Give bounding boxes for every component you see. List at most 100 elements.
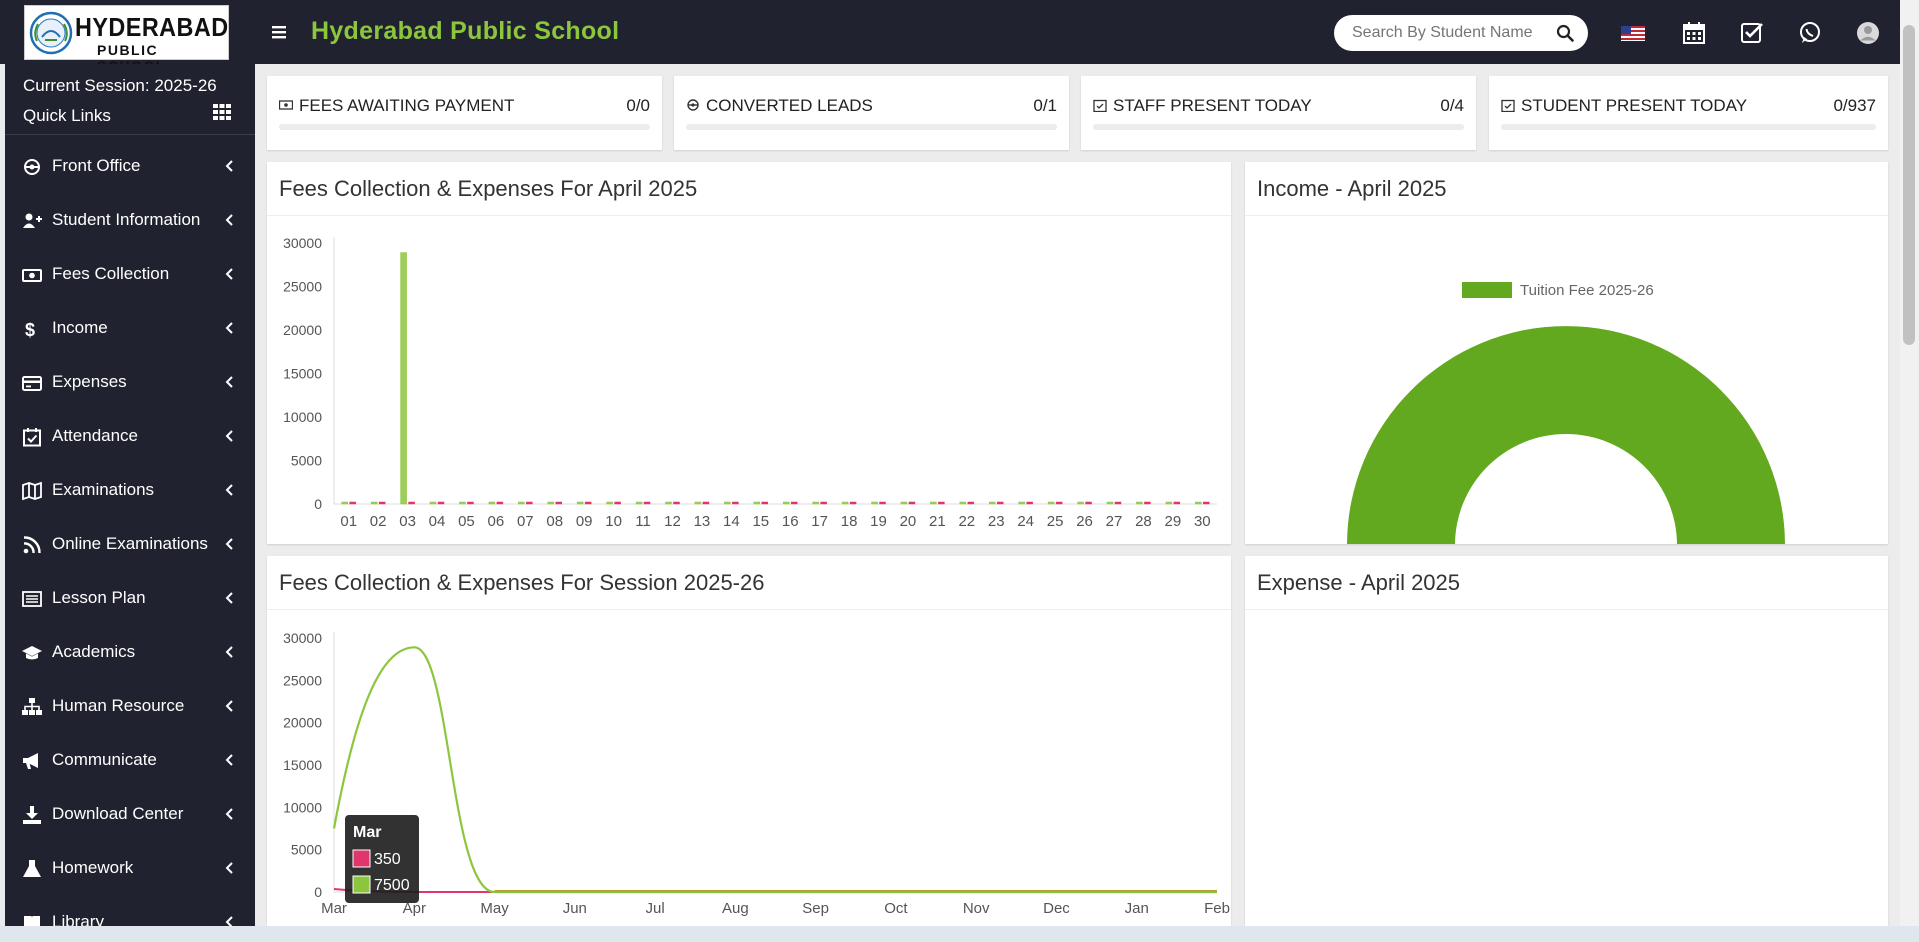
book-icon [24, 916, 40, 926]
sidebar-item-front-office[interactable]: Front Office [5, 140, 255, 194]
calendar-icon[interactable] [1681, 20, 1707, 46]
stat-card-converted-leads[interactable]: CONVERTED LEADS 0/1 [674, 76, 1069, 150]
bar [408, 501, 415, 505]
x-tick-label: 25 [1047, 513, 1064, 530]
x-tick-label: 14 [723, 513, 740, 530]
sidebar-item-communicate[interactable]: Communicate [5, 734, 255, 788]
stat-card-student-present[interactable]: STUDENT PRESENT TODAY 0/937 [1489, 76, 1888, 150]
school-logo[interactable]: HYDERABAD PUBLIC SCHOOL [24, 5, 229, 74]
expense-chart-panel: Expense - April 2025 [1245, 556, 1888, 926]
monthly-chart-panel: Fees Collection & Expenses For April 202… [267, 162, 1231, 544]
money-icon [22, 269, 42, 282]
credit-card-icon [22, 376, 42, 391]
bar [782, 501, 790, 505]
chevron-left-icon [225, 754, 233, 766]
tooltip-swatch [352, 849, 371, 868]
session-chart-panel: Fees Collection & Expenses For Session 2… [267, 556, 1231, 926]
x-tick-label: 24 [1017, 513, 1034, 530]
y-tick-label: 10000 [283, 409, 322, 425]
bar [938, 501, 945, 505]
doughnut-slice [1347, 326, 1785, 544]
chevron-left-icon [225, 160, 233, 172]
bar [635, 501, 643, 505]
search-icon[interactable] [1556, 24, 1574, 42]
bar [547, 501, 554, 505]
chevron-left-icon [225, 430, 233, 442]
sidebar-item-student-information[interactable]: Student Information [5, 194, 255, 248]
bar [1055, 501, 1063, 505]
y-tick-label: 0 [314, 496, 322, 512]
school-seal-icon [29, 11, 73, 55]
sidebar-item-download-center[interactable]: Download Center [5, 788, 255, 842]
bar [459, 501, 466, 505]
sidebar-item-homework[interactable]: Homework [5, 842, 255, 896]
sidebar-item-fees-collection[interactable]: Fees Collection [5, 248, 255, 302]
x-tick-label: Aug [722, 900, 749, 917]
x-tick-label: 28 [1135, 513, 1152, 530]
calendar-check-icon [1501, 99, 1515, 112]
x-tick-label: 03 [399, 513, 416, 530]
x-tick-label: 22 [958, 513, 975, 530]
user-avatar-icon[interactable] [1855, 20, 1881, 46]
x-tick-label: 18 [841, 513, 858, 530]
bar [753, 501, 761, 505]
sidebar-item-label: Student Information [52, 210, 201, 229]
sidebar-item-label: Front Office [52, 156, 141, 175]
sidebar-item-examinations[interactable]: Examinations [5, 464, 255, 518]
x-tick-label: 15 [752, 513, 769, 530]
bar [702, 501, 710, 505]
sidebar-item-online-examinations[interactable]: Online Examinations [5, 518, 255, 572]
bar [1077, 501, 1084, 505]
sidebar-item-lesson-plan[interactable]: Lesson Plan [5, 572, 255, 626]
panel-title: Fees Collection & Expenses For Session 2… [279, 570, 765, 595]
search-input[interactable] [1350, 23, 1544, 43]
current-session-label: Current Session: 2025-26 [23, 76, 217, 95]
sidebar-item-label: Fees Collection [52, 264, 170, 283]
session-line-chart: 0 5000 10000 15000 20000 25000 30000 Mar Apr May J… [283, 630, 1230, 917]
us-flag-icon[interactable] [1620, 20, 1646, 46]
stat-value: 0/0 [626, 96, 650, 115]
bar [526, 501, 533, 505]
x-tick-label: Oct [884, 900, 908, 917]
sidebar-item-library[interactable]: Library [5, 896, 255, 926]
calendar-check-icon [23, 428, 41, 447]
bar [1144, 501, 1151, 505]
chevron-left-icon [225, 214, 233, 226]
stat-progress-bar [686, 124, 1057, 130]
stat-label: STUDENT PRESENT TODAY [1521, 96, 1748, 115]
x-tick-label: 29 [1165, 513, 1182, 530]
stat-label: FEES AWAITING PAYMENT [299, 96, 515, 115]
sidebar-item-expenses[interactable]: Expenses [5, 356, 255, 410]
sidebar-item-attendance[interactable]: Attendance [5, 410, 255, 464]
quick-links-label[interactable]: Quick Links [23, 106, 111, 125]
whatsapp-icon[interactable] [1797, 20, 1823, 46]
menu-icon[interactable] [272, 20, 290, 44]
bar [761, 501, 769, 505]
x-tick-label: 16 [782, 513, 799, 530]
bar [1018, 501, 1025, 505]
stat-progress-bar [1501, 124, 1876, 130]
scrollbar-thumb[interactable] [1903, 25, 1915, 345]
chevron-left-icon [225, 592, 233, 604]
top-navbar: HYDERABAD PUBLIC SCHOOL Hyderabad Public… [0, 0, 1900, 74]
chevron-left-icon [225, 808, 233, 820]
stat-value: 0/4 [1440, 96, 1464, 115]
bar [820, 501, 827, 505]
bar [849, 501, 857, 505]
x-tick-label: 11 [635, 513, 651, 530]
bar [429, 501, 437, 505]
app-title: Hyderabad Public School [311, 17, 620, 45]
task-check-icon[interactable] [1739, 20, 1765, 46]
bar [1203, 501, 1210, 505]
sidebar-item-human-resource[interactable]: Human Resource [5, 680, 255, 734]
chevron-left-icon [225, 916, 233, 926]
sidebar-item-academics[interactable]: Academics [5, 626, 255, 680]
stat-card-fees-awaiting[interactable]: FEES AWAITING PAYMENT 0/0 [267, 76, 662, 150]
quick-links-grid-icon[interactable] [213, 104, 231, 120]
bar [812, 501, 819, 505]
y-tick-label: 15000 [283, 757, 322, 773]
sidebar-item-income[interactable]: $ Income [5, 302, 255, 356]
stat-card-staff-present[interactable]: STAFF PRESENT TODAY 0/4 [1081, 76, 1476, 150]
sidebar-menu: Front Office Student Information Fees Co… [5, 140, 255, 926]
y-tick-label: 25000 [283, 279, 322, 295]
